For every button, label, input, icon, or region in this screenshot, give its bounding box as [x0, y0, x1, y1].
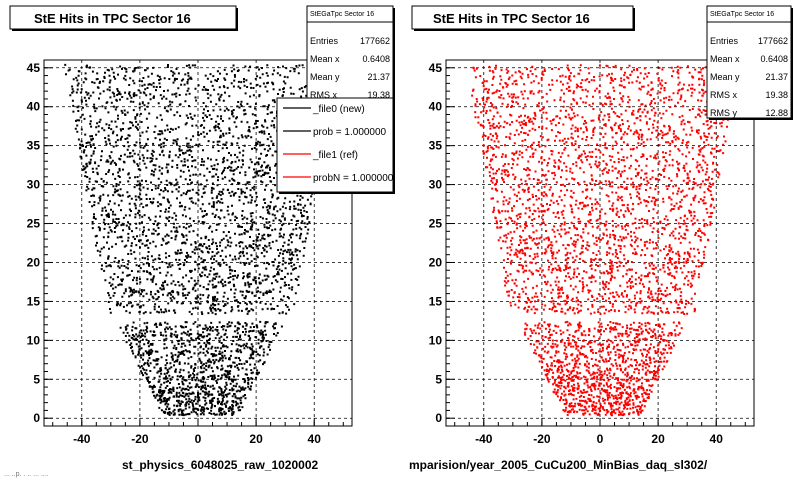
legend-label: _file0 (new) — [312, 104, 365, 115]
stats-value: 21.37 — [765, 72, 788, 82]
stats-label: Entries — [710, 36, 739, 46]
y-tick-label: 30 — [27, 178, 41, 192]
left-axes: -40 -20 0 20 40 0 5 10 15 20 25 30 35 40 45 — [27, 61, 344, 446]
right-panel: StE Hits in TPC Sector 16 -40 -20 0 20 40 0 5 1… — [409, 5, 793, 472]
stats-value: 0.6408 — [760, 54, 788, 64]
left-stats-box: StEGaTpc Sector 16 Entries 177662 Mean x 0.… — [306, 5, 395, 101]
x-tick-label: 20 — [651, 432, 665, 446]
x-tick-label: -20 — [131, 432, 149, 446]
left-stats-name: StEGaTpc Sector 16 — [310, 11, 374, 18]
right-caption: mparision/year_2005_CuCu200_MinBias_daq_… — [409, 458, 708, 472]
right-grid — [446, 60, 754, 426]
x-tick-label: 40 — [710, 432, 724, 446]
stats-label: RMS x — [310, 90, 338, 100]
y-tick-label: 0 — [33, 411, 40, 425]
x-tick-label: -20 — [533, 432, 551, 446]
right-axes: -40 -20 0 20 40 0 5 10 15 20 25 30 35 40 45 — [429, 61, 746, 446]
stats-label: Mean y — [310, 72, 340, 82]
left-panel: StE Hits in TPC Sector 16 -40 -20 0 20 40 0 5 1… — [9, 5, 395, 472]
legend-label: _file1 (ref) — [312, 150, 358, 161]
x-tick-label: 0 — [597, 432, 604, 446]
x-tick-label: 20 — [249, 432, 263, 446]
stats-label: RMS y — [710, 108, 738, 118]
y-tick-label: 10 — [429, 333, 443, 347]
stats-label: RMS x — [710, 90, 738, 100]
y-tick-label: 0 — [435, 411, 442, 425]
y-tick-label: 20 — [27, 255, 41, 269]
stats-value: 19.38 — [765, 90, 788, 100]
right-scatter-points — [471, 64, 738, 417]
right-chart-title: StE Hits in TPC Sector 16 — [433, 11, 590, 26]
y-tick-label: 45 — [429, 61, 443, 75]
footer-text: ... ..p. . .. ... .... — [4, 471, 49, 478]
legend-label: probN = 1.000000 — [313, 173, 394, 184]
right-stats-rows: Entries 177662 Mean x 0.6408 Mean y 21.37 RMS … — [710, 36, 788, 118]
right-scatter-dots — [471, 64, 738, 417]
left-scatter-points — [64, 63, 337, 417]
y-tick-label: 5 — [33, 372, 40, 386]
x-tick-label: -40 — [475, 432, 493, 446]
x-tick-label: 40 — [308, 432, 322, 446]
y-tick-label: 10 — [27, 333, 41, 347]
stats-value: 19.38 — [367, 90, 390, 100]
stats-label: Mean x — [710, 54, 740, 64]
y-tick-label: 15 — [429, 294, 443, 308]
stats-label: Entries — [310, 36, 339, 46]
y-tick-label: 35 — [27, 139, 41, 153]
left-stats-rows: Entries 177662 Mean x 0.6408 Mean y 21.37 RMS … — [310, 36, 390, 100]
y-tick-label: 15 — [27, 294, 41, 308]
right-stats-name: StEGaTpc Sector 16 — [710, 11, 774, 18]
stats-value: 12.88 — [765, 108, 788, 118]
y-tick-label: 35 — [429, 139, 443, 153]
right-plot-frame: -40 -20 0 20 40 0 5 10 15 20 25 30 35 40 45 — [429, 59, 755, 446]
right-stats-box: StEGaTpc Sector 16 Entries 177662 Mean x 0.… — [706, 5, 793, 120]
x-tick-label: 0 — [195, 432, 202, 446]
left-legend: _file0 (new) prob = 1.000000 _file1 (ref) p… — [276, 97, 395, 194]
left-scatter-dots — [64, 63, 337, 417]
stats-value: 177662 — [360, 36, 390, 46]
legend-label: prob = 1.000000 — [313, 127, 387, 138]
y-tick-label: 25 — [429, 217, 443, 231]
y-tick-label: 40 — [27, 100, 41, 114]
left-legend-rows: _file0 (new) prob = 1.000000 _file1 (ref) p… — [283, 104, 394, 184]
y-tick-label: 25 — [27, 217, 41, 231]
stats-label: Mean y — [710, 72, 740, 82]
y-tick-label: 30 — [429, 178, 443, 192]
x-tick-label: -40 — [73, 432, 91, 446]
stats-value: 0.6408 — [362, 54, 390, 64]
left-title-box: StE Hits in TPC Sector 16 — [9, 5, 238, 31]
stats-value: 177662 — [758, 36, 788, 46]
stats-value: 21.37 — [367, 72, 390, 82]
y-tick-label: 5 — [435, 372, 442, 386]
y-tick-label: 45 — [27, 61, 41, 75]
stats-label: Mean x — [310, 54, 340, 64]
right-title-box: StE Hits in TPC Sector 16 — [411, 5, 635, 31]
y-tick-label: 40 — [429, 100, 443, 114]
left-chart-title: StE Hits in TPC Sector 16 — [34, 11, 191, 26]
left-caption: st_physics_6048025_raw_1020002 — [122, 458, 318, 472]
y-tick-label: 20 — [429, 255, 443, 269]
